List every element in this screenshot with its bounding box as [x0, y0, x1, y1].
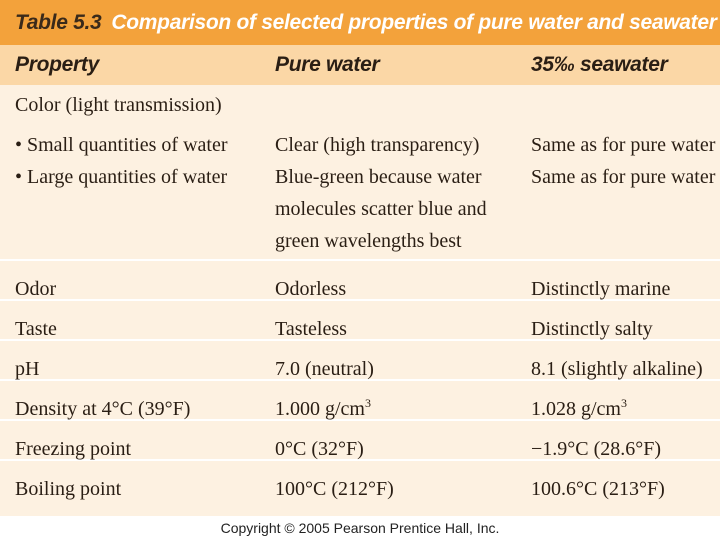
table-row: pH 7.0 (neutral) 8.1 (slightly alkaline) [0, 341, 720, 381]
table-title-bar: Table 5.3 Comparison of selected propert… [0, 0, 720, 45]
row-pure: Tasteless [275, 318, 347, 340]
table-row-color: Color (light transmission) • Small quant… [0, 85, 720, 261]
table-row: Density at 4°C (39°F) 1.000 g/cm3 1.028 … [0, 381, 720, 421]
row-property: pH [15, 358, 40, 380]
density-pure-value: 1.000 g/cm [275, 398, 365, 420]
density-sea-value: 1.028 g/cm [531, 398, 621, 420]
table-number: Table 5.3 [15, 10, 102, 34]
small-quantities-pure: Clear (high transparency) [275, 134, 480, 156]
row-property: Density at 4°C (39°F) [15, 398, 191, 420]
table-row: Taste Tasteless Distinctly salty [0, 301, 720, 341]
large-quantities-pure-line2: molecules scatter blue and [275, 198, 487, 220]
row-sea: Distinctly marine [531, 278, 671, 300]
copyright-notice: Copyright © 2005 Pearson Prentice Hall, … [220, 520, 500, 536]
properties-table: Table 5.3 Comparison of selected propert… [0, 0, 720, 516]
row-pure: 1.000 g/cm3 [275, 393, 371, 425]
density-pure-exponent: 3 [365, 396, 371, 410]
header-seawater: 35‰ seawater [531, 53, 668, 76]
large-quantities-label: • Large quantities of water [15, 166, 228, 188]
table-header-row: Property Pure water 35‰ seawater [0, 45, 720, 85]
row-pure: 0°C (32°F) [275, 438, 364, 460]
row-sea: 100.6°C (213°F) [531, 478, 665, 500]
large-quantities-pure-line3: green wavelengths best [275, 230, 462, 252]
header-property: Property [15, 53, 99, 76]
small-quantities-label: • Small quantities of water [15, 134, 228, 156]
table-row: Boiling point 100°C (212°F) 100.6°C (213… [0, 461, 720, 500]
row-pure: 100°C (212°F) [275, 478, 394, 500]
header-pure-water: Pure water [275, 53, 380, 76]
color-label: Color (light transmission) [15, 94, 222, 116]
row-property: Freezing point [15, 438, 132, 460]
density-sea-exponent: 3 [621, 396, 627, 410]
row-sea: −1.9°C (28.6°F) [531, 438, 662, 460]
small-quantities-sea: Same as for pure water [531, 134, 716, 156]
row-pure: Odorless [275, 278, 347, 300]
row-pure: 7.0 (neutral) [275, 358, 374, 380]
table-title: Comparison of selected properties of pur… [111, 10, 717, 34]
row-sea: 8.1 (slightly alkaline) [531, 358, 703, 380]
row-sea: Distinctly salty [531, 318, 653, 340]
row-property: Boiling point [15, 478, 122, 500]
table-row: Odor Odorless Distinctly marine [0, 261, 720, 301]
row-property: Taste [15, 318, 57, 340]
row-property: Odor [15, 278, 57, 300]
table-row: Freezing point 0°C (32°F) −1.9°C (28.6°F… [0, 421, 720, 461]
row-sea: 1.028 g/cm3 [531, 393, 627, 425]
large-quantities-pure-line1: Blue-green because water [275, 166, 482, 188]
large-quantities-sea: Same as for pure water [531, 166, 716, 188]
